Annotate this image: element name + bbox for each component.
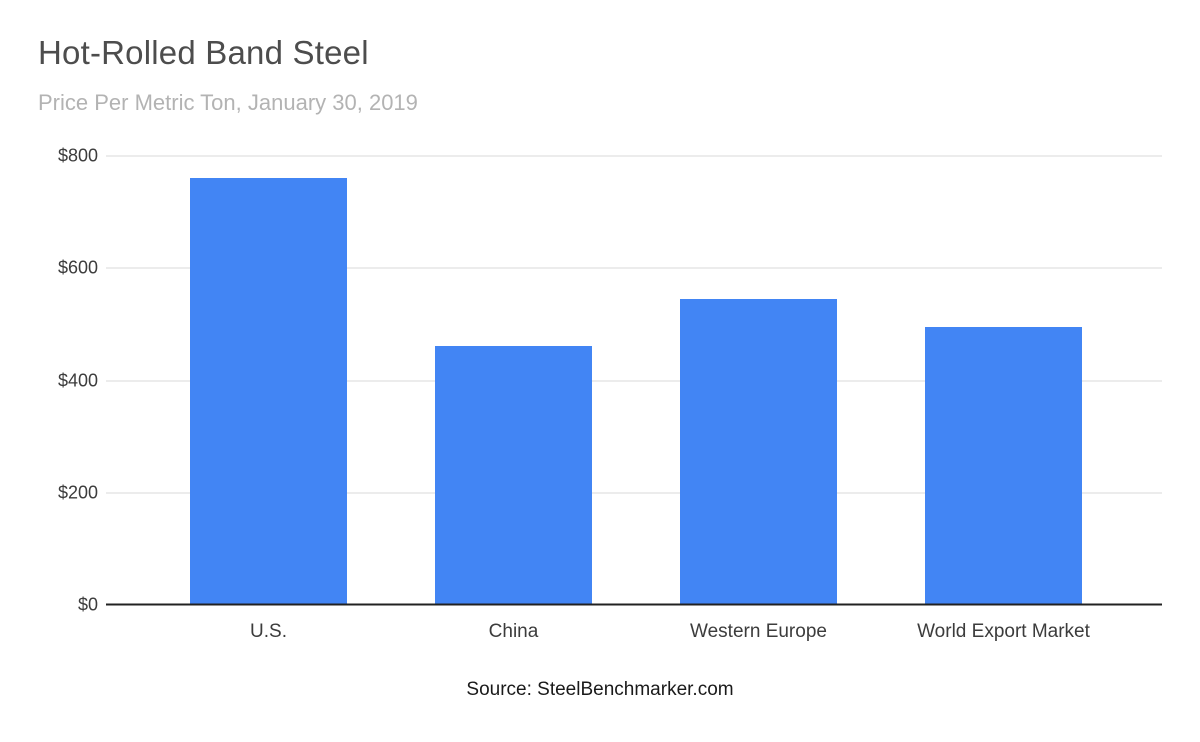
bar	[190, 178, 347, 605]
gridline	[106, 380, 1162, 381]
x-axis-baseline	[106, 603, 1162, 606]
gridline	[106, 492, 1162, 494]
bars	[110, 156, 1162, 605]
y-tick-label: $400	[57, 370, 98, 390]
x-axis-label: U.S.	[250, 621, 287, 642]
bar	[435, 345, 592, 605]
plot-area: U.S. China Western Europe World Export Mark…	[58, 146, 1162, 642]
bar	[680, 299, 837, 605]
source-attribution: Source: SteelBenchmarker.com	[466, 679, 734, 700]
chart-subtitle: Price Per Metric Ton, January 30, 2019	[38, 90, 418, 115]
chart-title: Hot-Rolled Band Steel	[38, 34, 369, 71]
y-tick-label: $600	[57, 257, 98, 278]
y-tick-label: $800	[57, 145, 98, 166]
y-tick-label: $0	[77, 594, 98, 615]
bar	[925, 327, 1082, 605]
bar-slot	[881, 156, 1126, 605]
bar-slot	[391, 156, 636, 605]
y-tick-label: $200	[57, 482, 98, 503]
bar-slot	[146, 156, 391, 605]
x-axis-labels: U.S. China Western Europe World Export Mark…	[110, 621, 1162, 643]
x-axis-label: World Export Market	[917, 621, 1090, 642]
bar-slot	[636, 156, 881, 605]
gridline	[106, 267, 1162, 269]
gridline	[106, 155, 1162, 157]
x-axis-label: China	[488, 621, 539, 642]
x-axis-label: Western Europe	[690, 621, 827, 642]
